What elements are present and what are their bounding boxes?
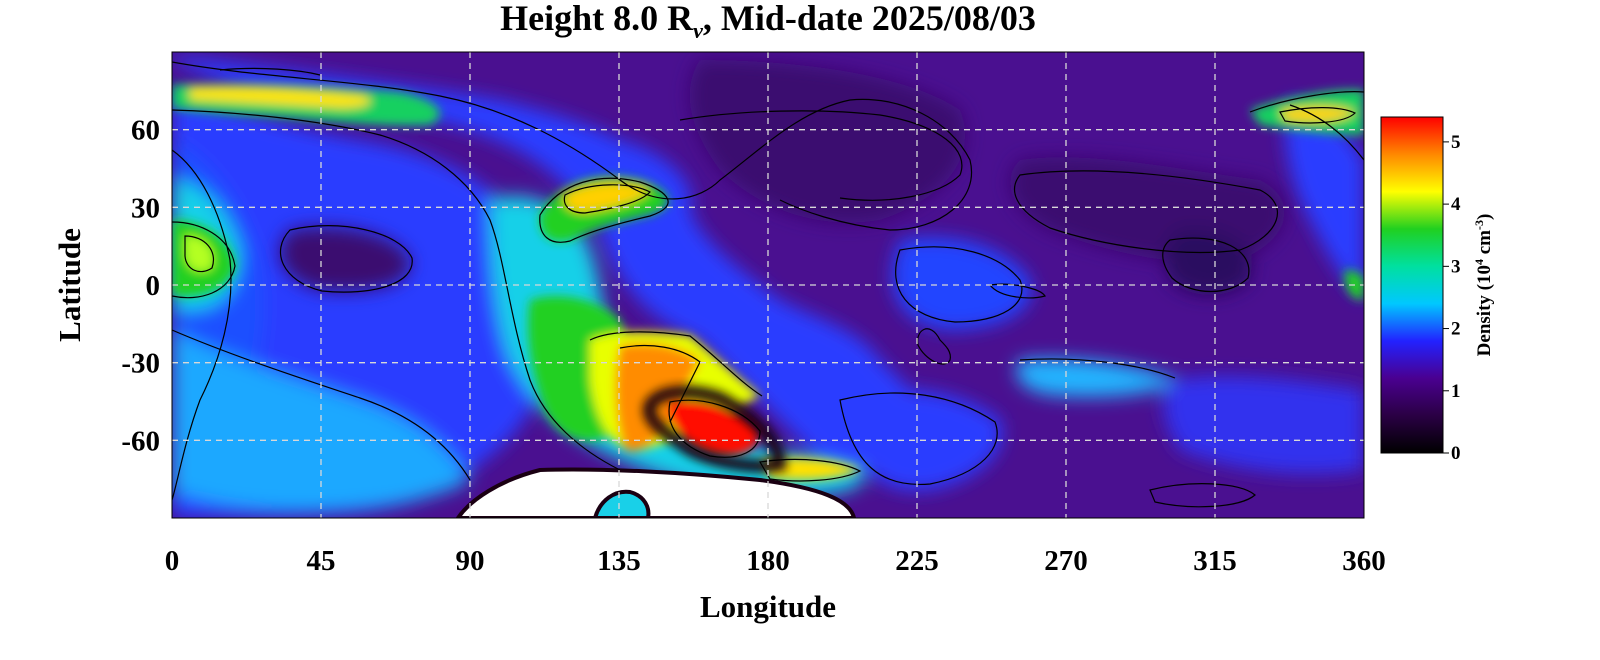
x-tick-label: 270: [1044, 545, 1088, 577]
x-tick-label: 135: [597, 545, 641, 577]
x-tick-label: 180: [746, 545, 790, 577]
low-density-regions: [280, 60, 1285, 295]
y-tick-label: -60: [121, 425, 160, 457]
colorbar-ticks: 0 1 2 3 4 5: [1443, 132, 1461, 464]
y-tick-label: -30: [121, 348, 160, 380]
y-axis-ticks: 60 30 0 -30 -60: [121, 115, 160, 458]
colorbar-tick-label: 2: [1451, 319, 1461, 340]
gridlines: [172, 52, 1364, 518]
colorbar-tick-label: 0: [1451, 443, 1461, 464]
colorbar-tick-label: 1: [1451, 381, 1461, 402]
colorbar-tick-label: 5: [1451, 132, 1461, 153]
colorbar: 0 1 2 3 4 5 Density (104 cm-3): [1380, 116, 1495, 464]
colorbar-label: Density (104 cm-3): [1472, 214, 1495, 357]
no-data-region-inner: [592, 489, 651, 518]
no-data-region: [455, 467, 857, 518]
y-tick-label: 60: [131, 115, 160, 147]
x-tick-label: 225: [895, 545, 939, 577]
y-tick-label: 0: [146, 270, 161, 302]
x-tick-label: 360: [1342, 545, 1386, 577]
x-tick-label: 90: [456, 545, 485, 577]
colorbar-tick-label: 3: [1451, 256, 1461, 277]
dark-gap-region: [643, 385, 787, 473]
colorbar-gradient: [1380, 116, 1444, 454]
x-tick-label: 315: [1193, 545, 1237, 577]
y-axis-label: Latitude: [52, 228, 87, 342]
x-axis-label: Longitude: [700, 589, 836, 624]
x-tick-label: 0: [165, 545, 180, 577]
y-tick-label: 30: [131, 192, 160, 224]
chart-title: Height 8.0 Rν, Mid-date 2025/08/03: [500, 0, 1036, 43]
x-tick-label: 45: [307, 545, 336, 577]
colorbar-tick-label: 4: [1451, 194, 1461, 215]
x-axis-ticks: 0 45 90 135 180 225 270 315 360: [165, 545, 1386, 577]
plot-frame: [171, 51, 1365, 519]
